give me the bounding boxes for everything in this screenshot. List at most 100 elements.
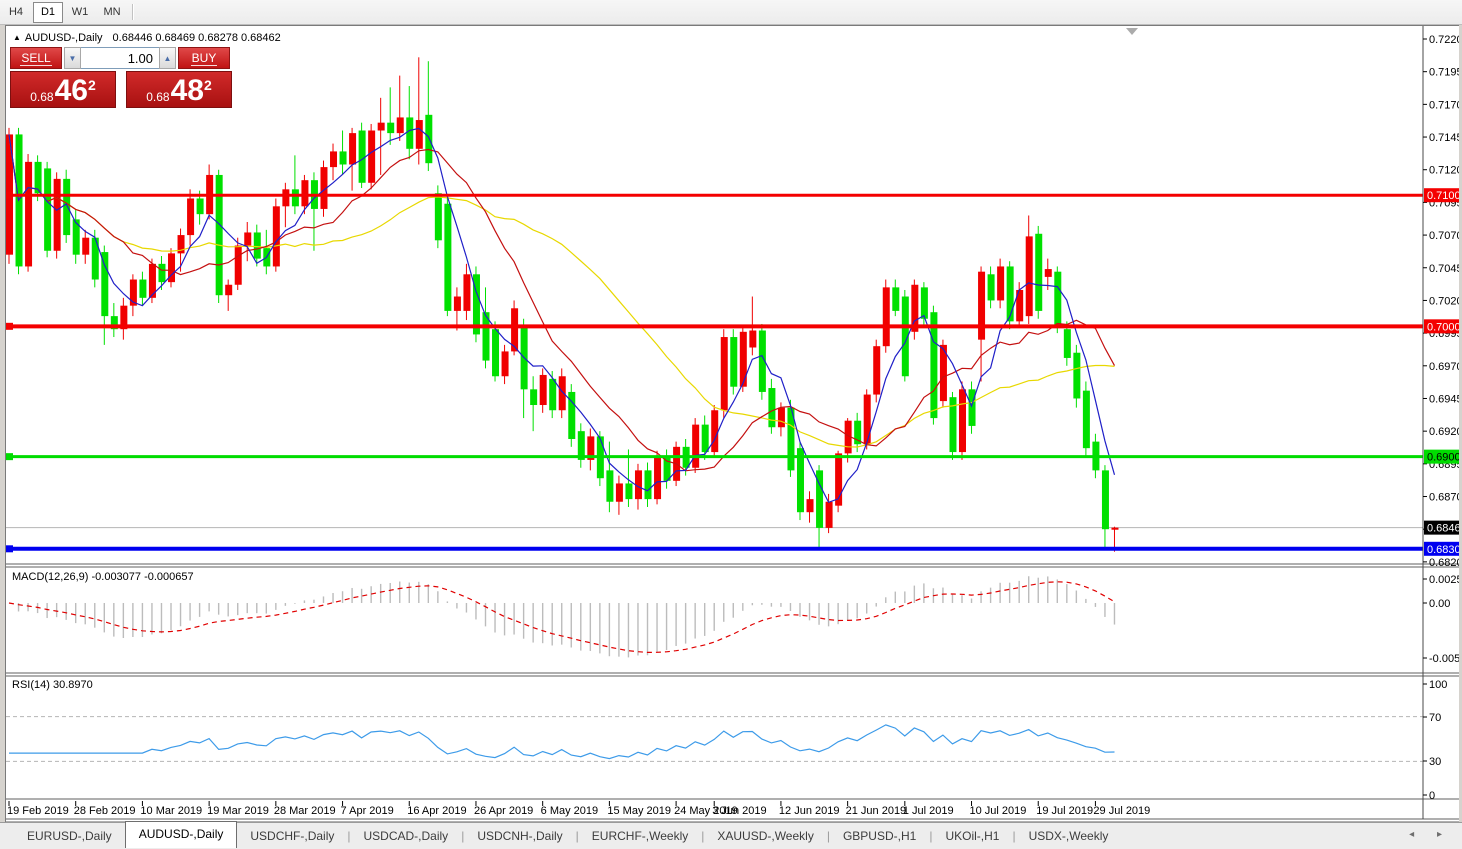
candle-body	[920, 287, 928, 319]
time-axis-label: 7 Apr 2019	[341, 805, 394, 817]
volume-decrease-button[interactable]: ▼	[64, 47, 81, 69]
macd-axis-label: -0.005234	[1429, 653, 1459, 665]
tab-separator: |	[826, 829, 830, 843]
candle-body	[1082, 390, 1090, 449]
chart-symbol-label: AUDUSD-,Daily	[24, 32, 103, 44]
candle-body	[434, 193, 442, 241]
macd-axis-label: 0.00	[1429, 598, 1450, 610]
time-axis-label: 24 May 2019	[674, 805, 738, 817]
price-axis-label: 0.70200	[1429, 295, 1459, 307]
price-tag-label: 0.70002	[1427, 321, 1459, 333]
time-axis-label: 16 Apr 2019	[407, 805, 466, 817]
price-tag	[1424, 188, 1459, 203]
candle-body	[377, 122, 385, 131]
candle-body	[148, 263, 156, 298]
timeframe-d1-button[interactable]: D1	[33, 1, 63, 23]
price-axis-label: 0.71950	[1429, 67, 1459, 79]
level-handle[interactable]	[6, 322, 13, 330]
candle-body	[158, 263, 166, 283]
time-axis-label: 15 May 2019	[607, 805, 671, 817]
candle-body	[939, 344, 947, 402]
price-tag-label: 0.68462	[1427, 523, 1459, 535]
candle-body	[444, 203, 452, 311]
chart-tab-usdchf-daily[interactable]: USDCHF-,Daily	[250, 829, 335, 843]
moving-average-line	[8, 134, 1115, 448]
macd-indicator-label: MACD(12,26,9) -0.003077 -0.000657	[12, 571, 194, 583]
level-handle[interactable]	[6, 545, 13, 553]
collapse-arrow-icon[interactable]: ▲	[13, 33, 21, 42]
chart-tab-xauusd-weekly[interactable]: XAUUSD-,Weekly	[717, 829, 814, 843]
macd-signal-line	[8, 581, 1115, 654]
candle-body	[749, 330, 757, 348]
chart-tab-eurusd-daily[interactable]: EURUSD-,Daily	[27, 829, 112, 843]
candle-body	[1101, 470, 1109, 530]
level-handle[interactable]	[6, 191, 13, 199]
candle-body	[663, 457, 671, 481]
rsi-line	[9, 724, 1115, 760]
time-axis-label: 29 Jul 2019	[1093, 805, 1150, 817]
toolbar-separator	[132, 4, 134, 20]
candle-body	[129, 279, 137, 306]
one-click-trading-panel: SELL ▼ ▲ BUY 0.68 46 2 0.68 48 2	[10, 47, 232, 108]
candle-body	[492, 329, 500, 377]
chart-shift-triangle-icon[interactable]	[1126, 28, 1138, 35]
price-axis-label: 0.68200	[1429, 557, 1459, 569]
chart-tab-ukoil-h1[interactable]: UKOil-,H1	[945, 829, 1000, 843]
candle-body	[1044, 269, 1052, 277]
time-axis-label: 1 Jul 2019	[903, 805, 954, 817]
candle-body	[396, 117, 404, 134]
time-axis-label: 28 Feb 2019	[74, 805, 136, 817]
sell-price-display[interactable]: 0.68 46 2	[10, 71, 116, 108]
candle-body	[720, 337, 728, 411]
volume-input[interactable]	[81, 47, 159, 69]
sell-button[interactable]: SELL	[10, 47, 62, 69]
candle-body	[549, 378, 557, 411]
candle-body	[730, 337, 738, 387]
candle-body	[825, 501, 833, 528]
candle-body	[110, 316, 118, 330]
candle-body	[873, 346, 881, 395]
chart-tab-gbpusd-h1[interactable]: GBPUSD-,H1	[842, 829, 917, 843]
chart-tab-eurchf-weekly[interactable]: EURCHF-,Weekly	[591, 829, 689, 843]
price-axis-label: 0.72200	[1429, 34, 1459, 46]
candle-body	[816, 470, 824, 528]
time-axis-label: 26 Apr 2019	[474, 805, 533, 817]
chart-tab-usdcad-daily[interactable]: USDCAD-,Daily	[363, 829, 449, 843]
price-tag-label: 0.68300	[1427, 544, 1459, 556]
candle-body	[796, 448, 804, 513]
candle-body	[644, 470, 652, 500]
sell-price-big: 46	[54, 74, 88, 107]
chart-canvas[interactable]: 0.722000.719500.717000.714500.712000.709…	[6, 26, 1459, 823]
level-handle[interactable]	[6, 453, 13, 461]
price-tag	[1424, 319, 1459, 334]
candle-body	[1016, 289, 1024, 322]
price-tag-label: 0.69005	[1427, 452, 1459, 464]
buy-button[interactable]: BUY	[178, 47, 230, 69]
chart-tab-usdcnh-daily[interactable]: USDCNH-,Daily	[477, 829, 563, 843]
candle-body	[978, 271, 986, 340]
price-tag	[1424, 520, 1459, 535]
candle-body	[1063, 329, 1071, 358]
rsi-axis-label: 30	[1429, 756, 1441, 768]
candle-body	[777, 407, 785, 428]
candle-body	[44, 168, 52, 251]
candle-body	[472, 274, 480, 335]
candle-body	[387, 122, 395, 134]
chart-tab-audusd-daily[interactable]: AUDUSD-,Daily	[124, 821, 238, 848]
tab-scroll-arrows[interactable]: ◂ ▸	[1409, 829, 1452, 840]
buy-price-display[interactable]: 0.68 48 2	[126, 71, 232, 108]
chart-title: ▲ AUDUSD-,Daily 0.68446 0.68469 0.68278 0.…	[13, 32, 281, 44]
chart-tab-usdx-weekly[interactable]: USDX-,Weekly	[1028, 829, 1109, 843]
candle-body	[806, 499, 814, 513]
candle-body	[1006, 266, 1014, 322]
timeframe-mn-button[interactable]: MN	[103, 6, 121, 18]
volume-increase-button[interactable]: ▲	[159, 47, 176, 69]
timeframe-w1-button[interactable]: W1	[71, 6, 89, 18]
candle-body	[463, 274, 471, 311]
candle-body	[634, 470, 642, 500]
price-tag	[1424, 449, 1459, 464]
timeframe-h4-button[interactable]: H4	[8, 6, 24, 18]
price-axis-label: 0.69700	[1429, 361, 1459, 373]
candle-body	[139, 279, 147, 298]
